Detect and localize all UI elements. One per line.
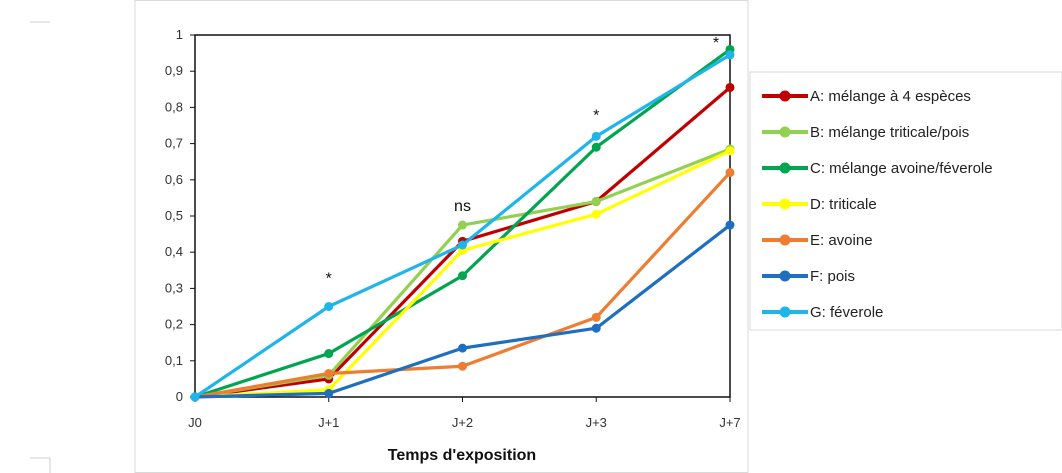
legend-label: A: mélange à 4 espèces: [810, 88, 971, 105]
axis-ticks: 0 0,1 0,2 0,3 0,4 0,5 0,6 0,7 0,8 0,9 1 J0 J+1 J+2 J+3…: [165, 27, 741, 430]
data-point: [725, 168, 735, 178]
legend-label: B: mélange triticale/pois: [810, 124, 969, 141]
data-point: [725, 220, 735, 230]
y-tick-label: 0,6: [165, 172, 183, 187]
data-point: [458, 240, 467, 250]
data-point: [591, 197, 601, 207]
data-point: [458, 220, 467, 230]
data-point: [190, 392, 200, 402]
x-tick-label: J+2: [452, 415, 473, 430]
legend-swatch-marker: [779, 270, 791, 282]
x-tick-label: J0: [188, 415, 202, 430]
data-point: [458, 343, 467, 353]
data-point: [591, 209, 601, 219]
data-point: [458, 361, 467, 371]
legend-label: C: mélange avoine/féverole: [810, 160, 993, 177]
y-tick-label: 0,7: [165, 136, 183, 151]
data-point: [725, 146, 735, 156]
legend-swatch-marker: [779, 162, 791, 174]
series-layer: [190, 44, 735, 402]
legend-label: G: féverole: [810, 304, 883, 321]
data-point: [725, 50, 735, 60]
y-tick-label: 0,3: [165, 280, 183, 295]
legend-swatch-marker: [779, 198, 791, 210]
legend-label: E: avoine: [810, 232, 873, 249]
data-point: [324, 368, 334, 378]
x-axis-title: Temps d'exposition: [388, 447, 536, 464]
data-point: [591, 142, 601, 152]
annotations-layer: * ns * *: [326, 35, 719, 287]
significance-annotation: *: [326, 271, 332, 288]
y-tick-label: 0,1: [165, 353, 183, 368]
legend-label: D: triticale: [810, 196, 877, 213]
data-point: [725, 82, 735, 92]
y-tick-label: 0,9: [165, 63, 183, 78]
legend-swatch-marker: [779, 306, 791, 318]
significance-annotation: *: [593, 108, 599, 125]
significance-annotation: *: [713, 35, 719, 52]
y-tick-label: 0,5: [165, 208, 183, 223]
legend: A: mélange à 4 espèces B: mélange tritica…: [762, 88, 993, 321]
data-point: [591, 323, 601, 333]
data-point: [458, 271, 467, 281]
y-tick-label: 0,4: [165, 244, 183, 259]
data-point: [591, 312, 601, 322]
data-point: [324, 388, 334, 398]
x-tick-label: J+7: [719, 415, 740, 430]
data-point: [324, 349, 334, 359]
y-tick-label: 0,8: [165, 99, 183, 114]
legend-swatch-marker: [779, 126, 791, 138]
chart-frame: [134, 0, 749, 473]
x-tick-label: J+3: [586, 415, 607, 430]
y-tick-label: 1: [176, 27, 183, 42]
y-tick-label: 0,2: [165, 317, 183, 332]
legend-swatch-marker: [779, 90, 791, 102]
x-tick-label: J+1: [318, 415, 339, 430]
legend-swatch-marker: [779, 234, 791, 246]
data-point: [591, 131, 601, 141]
legend-label: F: pois: [810, 268, 855, 285]
data-point: [324, 302, 334, 311]
y-tick-label: 0: [176, 389, 183, 404]
significance-annotation: ns: [454, 198, 471, 215]
legend-box: [749, 71, 1062, 331]
